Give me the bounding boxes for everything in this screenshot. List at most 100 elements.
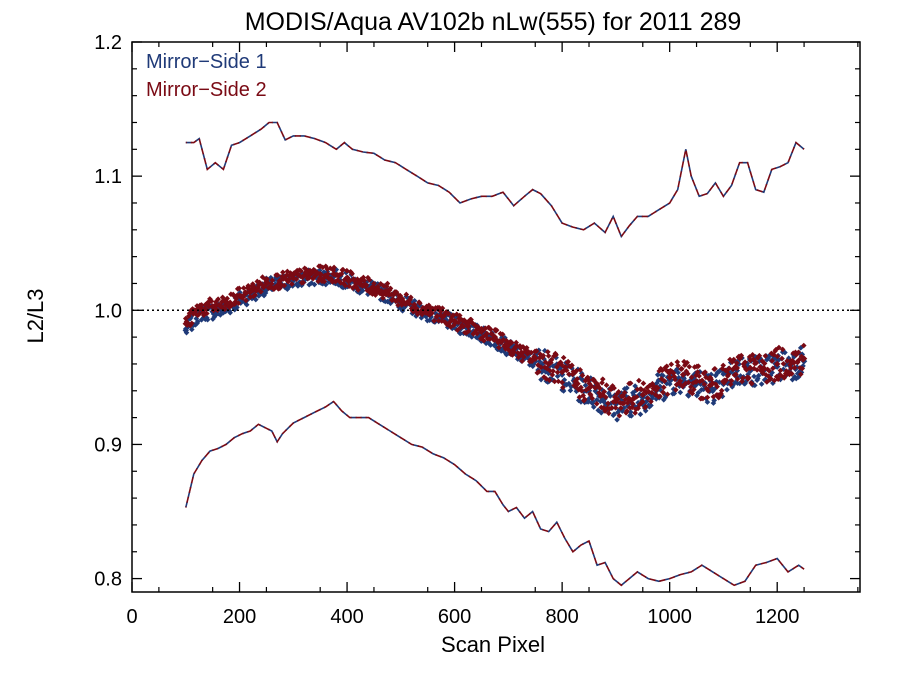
scan-sample-point — [457, 330, 464, 337]
scan-sample-point — [338, 280, 344, 286]
scan-sample-point — [697, 381, 704, 388]
scan-sample-point — [537, 351, 544, 358]
scan-sample-point — [274, 283, 280, 289]
scan-sample-point — [598, 409, 605, 416]
scan-sample-point — [554, 369, 561, 376]
scan-sample-point — [453, 311, 460, 318]
scan-sample-point — [605, 400, 611, 407]
scan-sample-point — [624, 400, 631, 406]
x-tick-label: 0 — [126, 606, 137, 628]
scan-sample-point — [685, 393, 692, 399]
lower-bound-line-1 — [185, 400, 805, 587]
scan-sample-point — [316, 267, 323, 274]
scan-sample-point — [666, 381, 673, 387]
legend-entry-mirror-side-2: Mirror−Side 2 — [146, 79, 267, 101]
scan-sample-point — [721, 380, 727, 386]
scan-sample-point — [760, 370, 766, 377]
scan-sample-point — [465, 328, 472, 334]
scan-sample-point — [338, 271, 345, 277]
scan-sample-point — [800, 342, 807, 349]
x-tick-label: 200 — [223, 606, 256, 628]
scan-sample-point — [434, 313, 440, 319]
scan-sample-point — [611, 385, 617, 391]
scan-sample-point — [700, 395, 706, 402]
scan-sample-point — [590, 404, 597, 410]
scan-sample-point — [185, 313, 192, 319]
scan-sample-point — [696, 373, 702, 379]
scan-sample-point — [255, 293, 262, 299]
scan-sample-point — [743, 367, 750, 373]
scan-sample-point — [627, 409, 634, 415]
scan-sample-point — [234, 292, 240, 299]
scan-sample-point — [662, 364, 669, 371]
scan-sample-point — [704, 394, 711, 401]
scan-sample-point — [601, 388, 608, 395]
scan-sample-point — [399, 296, 406, 302]
scan-sample-point — [761, 366, 767, 373]
scan-sample-point — [673, 381, 680, 388]
scan-sample-point — [594, 381, 601, 387]
scan-sample-point — [621, 389, 628, 396]
scan-sample-point — [303, 266, 310, 273]
scan-sample-point — [631, 403, 638, 409]
scan-sample-point — [542, 359, 549, 365]
x-tick-label: 400 — [330, 606, 363, 628]
chart-title: MODIS/Aqua AV102b nLw(555) for 2011 289 — [245, 8, 742, 36]
scan-sample-point — [672, 387, 679, 393]
scan-sample-point — [387, 285, 394, 292]
scan-sample-point — [376, 287, 383, 294]
scan-sample-point — [714, 383, 720, 390]
scan-sample-point — [606, 390, 612, 396]
scan-sample-point — [394, 297, 401, 304]
scan-sample-point — [703, 374, 709, 381]
data-point — [706, 382, 714, 389]
scan-sample-point — [325, 271, 331, 277]
scan-sample-point — [672, 376, 678, 383]
scan-sample-point — [577, 367, 583, 373]
scan-sample-point — [555, 378, 562, 385]
scan-sample-point — [240, 285, 247, 291]
scan-sample-point — [704, 399, 711, 405]
scan-sample-point — [377, 280, 384, 287]
scan-sample-point — [588, 383, 595, 389]
scan-sample-point — [321, 278, 328, 285]
scan-sample-point — [660, 384, 667, 391]
scan-sample-point — [599, 379, 605, 386]
scan-sample-point — [447, 324, 454, 330]
scan-sample-point — [365, 291, 371, 298]
scan-sample-point — [724, 380, 731, 387]
scan-sample-point — [245, 282, 252, 289]
scan-sample-point — [247, 294, 254, 300]
scan-sample-point — [322, 263, 329, 270]
scan-sample-point — [547, 367, 553, 374]
scan-sample-point — [701, 381, 708, 388]
scan-sample-point — [754, 367, 760, 373]
scan-sample-point — [756, 358, 763, 365]
scan-sample-point — [604, 405, 611, 411]
scan-sample-point — [560, 384, 566, 391]
data-point — [666, 374, 673, 381]
scan-sample-point — [738, 352, 745, 359]
scan-sample-point — [355, 287, 361, 293]
scan-sample-point — [664, 391, 671, 398]
legend-entry-mirror-side-1: Mirror−Side 1 — [146, 51, 267, 73]
scan-sample-point — [777, 367, 784, 374]
scan-sample-point — [322, 281, 329, 288]
scan-sample-point — [799, 365, 806, 372]
scan-sample-point — [274, 276, 280, 283]
scan-sample-point — [520, 343, 526, 350]
scan-sample-point — [578, 388, 585, 394]
scan-sample-point — [283, 272, 290, 278]
scan-sample-point — [399, 302, 405, 308]
scan-sample-point — [609, 383, 616, 389]
scan-sample-point — [569, 362, 575, 369]
scan-sample-point — [750, 356, 757, 363]
scan-sample-point — [227, 299, 233, 306]
scan-sample-point — [249, 281, 256, 287]
scan-sample-point — [688, 384, 694, 390]
scan-sample-point — [478, 335, 484, 342]
scan-sample-point — [789, 357, 796, 364]
scan-sample-point — [371, 280, 377, 287]
scan-sample-point — [749, 380, 755, 387]
scan-sample-point — [668, 361, 675, 368]
